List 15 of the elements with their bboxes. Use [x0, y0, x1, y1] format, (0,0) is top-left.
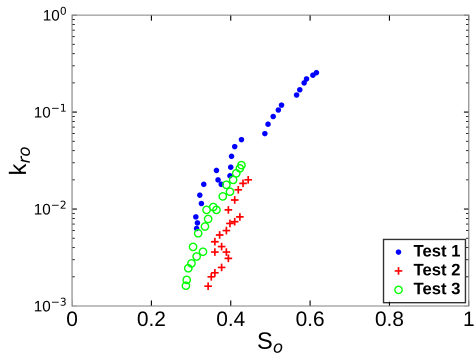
legend-label: Test 1: [414, 245, 460, 257]
x-axis-title: S$_{o}$: [258, 332, 282, 353]
x-tick-label: 0.8: [376, 311, 404, 326]
y-tick-label: 10$^{−2}$: [34, 200, 66, 215]
y-axis-title: k$_{ro}$: [8, 147, 30, 174]
x-tick-label: 1: [464, 312, 474, 326]
x-tick-label: 0.2: [138, 311, 165, 326]
y-tick-label: 10$^{−1}$: [34, 104, 66, 118]
x-tick-label: 0.4: [217, 311, 245, 326]
legend-label: Test 3: [414, 282, 460, 294]
x-tick-label: 0.6: [296, 311, 324, 326]
y-tick-label: 10$^{−3}$: [34, 298, 66, 312]
x-tick-label: 0: [67, 311, 78, 326]
legend-label: Test 2: [414, 264, 460, 276]
y-tick-label: 10$^{0}$: [44, 6, 66, 21]
